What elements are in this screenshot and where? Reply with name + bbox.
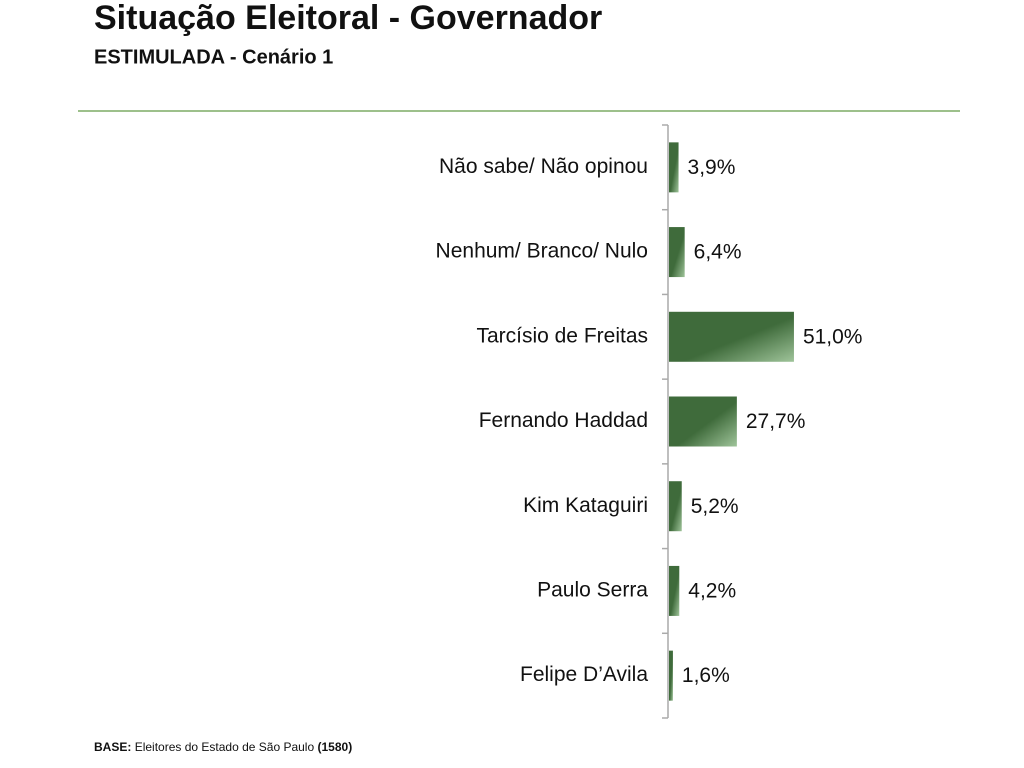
bar (669, 396, 737, 447)
value-label: 4,2% (688, 579, 736, 602)
bar (669, 227, 685, 278)
footnote-label: BASE: (94, 740, 131, 754)
category-label: Kim Kataguiri (523, 494, 648, 517)
value-label: 5,2% (691, 495, 739, 518)
bar (669, 565, 680, 616)
category-label: Não sabe/ Não opinou (439, 155, 648, 178)
value-label: 1,6% (682, 664, 730, 687)
bar (669, 650, 673, 701)
value-label: 3,9% (688, 156, 736, 179)
bar (669, 142, 679, 193)
footnote-count: (1580) (318, 740, 353, 754)
category-label: Tarcísio de Freitas (476, 324, 648, 347)
value-label: 27,7% (746, 410, 806, 433)
bar (669, 311, 794, 362)
category-label: Paulo Serra (537, 578, 648, 601)
footnote: BASE: Eleitores do Estado de São Paulo (… (94, 740, 352, 754)
category-label: Nenhum/ Branco/ Nulo (436, 240, 648, 263)
bar (669, 481, 682, 532)
value-label: 51,0% (803, 325, 863, 348)
chart-subtitle: ESTIMULADA - Cenário 1 (94, 46, 333, 68)
category-label: Felipe D’Avila (520, 663, 648, 686)
footnote-text: Eleitores do Estado de São Paulo (135, 740, 315, 754)
value-label: 6,4% (694, 241, 742, 264)
category-label: Fernando Haddad (479, 409, 648, 432)
chart-title: Situação Eleitoral - Governador (94, 0, 602, 37)
